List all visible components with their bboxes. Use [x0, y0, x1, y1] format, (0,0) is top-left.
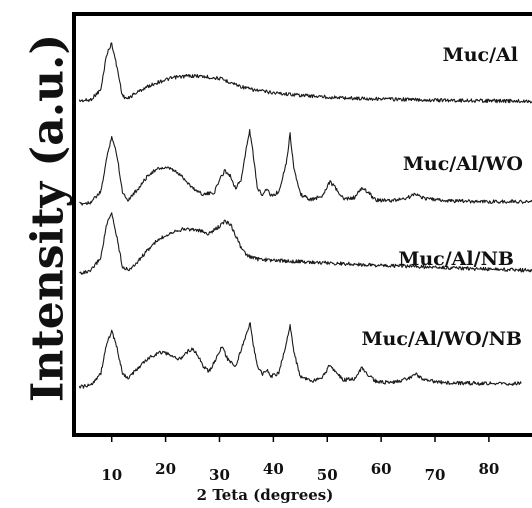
- x-tick-label: 80: [478, 460, 499, 478]
- series-name-label: Muc/Al/WO/NB: [361, 328, 522, 350]
- x-tick-label: 40: [263, 460, 284, 478]
- y-axis-label-group: Intensity (a.u.): [23, 34, 74, 402]
- y-axis-label: Intensity (a.u.): [23, 34, 74, 402]
- x-tick-label: 50: [317, 466, 338, 484]
- series-line: [79, 212, 532, 275]
- series-line: [78, 42, 532, 104]
- series-traces: [78, 42, 532, 389]
- x-tick-label: 30: [209, 466, 230, 484]
- x-tick-label: 10: [101, 466, 122, 484]
- x-tick-label: 60: [371, 460, 392, 478]
- x-axis-label: 2 Teta (degrees): [197, 486, 334, 504]
- x-tick-label: 20: [155, 460, 176, 478]
- series-line: [78, 322, 522, 389]
- x-ticks: 10 20 30 40 50 60 70 80: [101, 435, 499, 484]
- series-name-label: Muc/Al: [443, 44, 518, 66]
- axes: [72, 12, 532, 437]
- series-name-label: Muc/Al/NB: [398, 248, 514, 270]
- series-labels: Muc/Al Muc/Al/WO Muc/Al/NB Muc/Al/WO/NB: [361, 44, 523, 350]
- series-line: [79, 129, 532, 206]
- series-name-label: Muc/Al/WO: [403, 153, 523, 175]
- x-tick-label: 70: [425, 466, 446, 484]
